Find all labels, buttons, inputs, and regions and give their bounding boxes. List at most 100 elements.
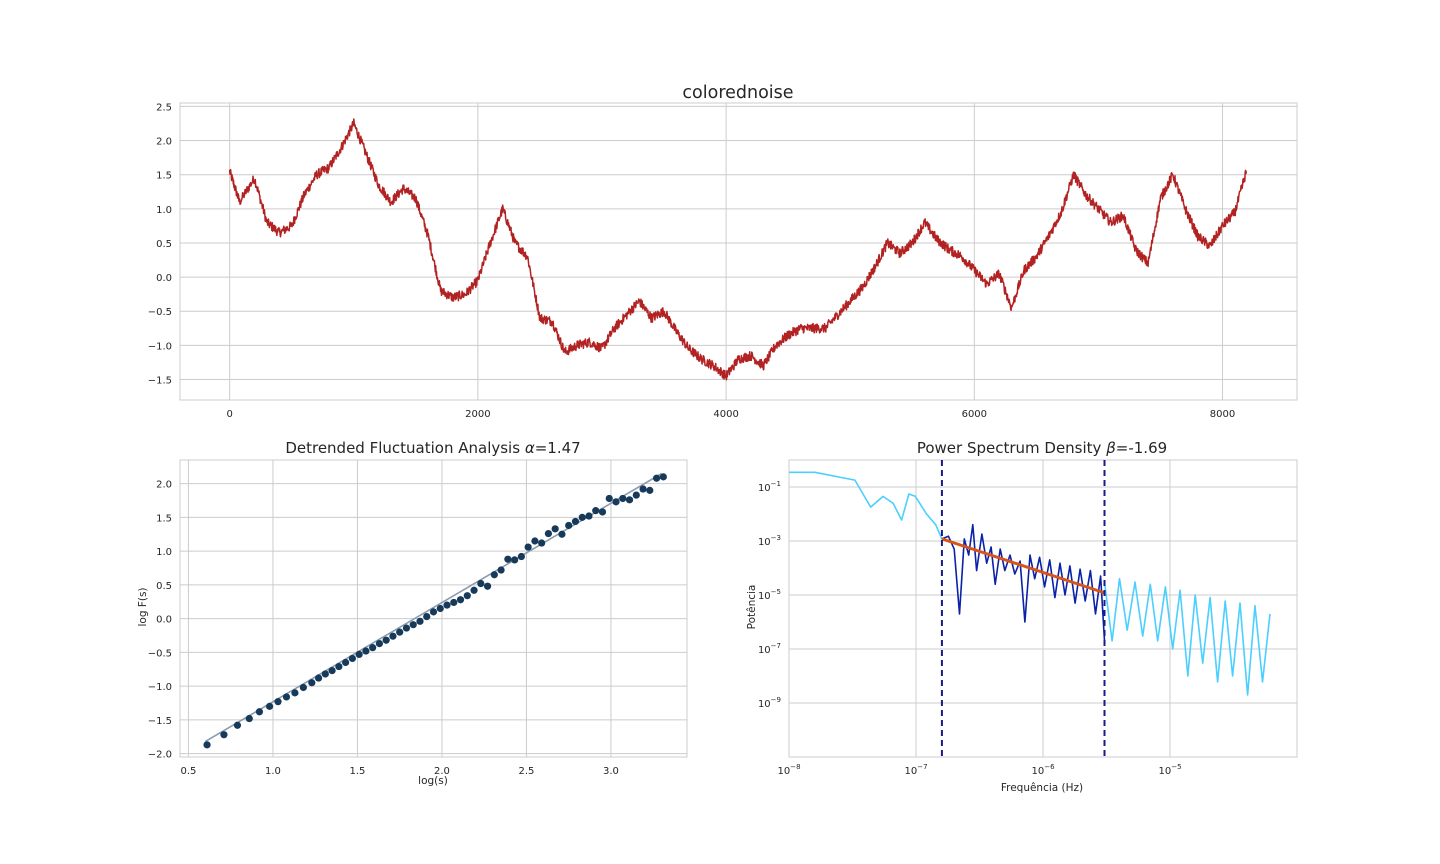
dfa-y-tick-label: −0.5 bbox=[148, 648, 172, 659]
dfa-x-axis-label: log(s) bbox=[418, 775, 448, 787]
dfa-point bbox=[443, 601, 451, 609]
time-series-x-tick-label: 8000 bbox=[1210, 409, 1235, 420]
psd-y-tick-exp: −5 bbox=[771, 588, 781, 596]
dfa-x-tick-label: 1.5 bbox=[349, 766, 365, 777]
psd-series-line bbox=[789, 471, 943, 540]
psd-marks bbox=[789, 460, 1271, 757]
psd-tick-labels: 10−8 10−7 10−6 10−510−910−710−510−310−1 bbox=[758, 480, 1182, 777]
psd-y-tick-exp: −1 bbox=[771, 480, 781, 488]
dfa-point bbox=[531, 537, 539, 545]
dfa-point bbox=[490, 571, 498, 579]
psd-y-tick-label: 10−7 bbox=[758, 642, 781, 656]
dfa-point bbox=[632, 491, 640, 499]
dfa-x-tick-label: 3.0 bbox=[603, 766, 619, 777]
dfa-x-tick-label: 2.0 bbox=[434, 766, 450, 777]
dfa-point bbox=[585, 512, 593, 520]
dfa-point bbox=[625, 496, 634, 504]
dfa-point bbox=[299, 683, 307, 692]
time-series-tick-labels: 0 2000 4000 6000 8000 −1.5 −1.0 −0.5 0.0 0.5 1.0 1.… bbox=[148, 102, 1236, 420]
psd-y-tick-exp: −3 bbox=[771, 534, 781, 542]
dfa-title-value: =1.47 bbox=[535, 439, 581, 457]
dfa-x-tick-label: 2.5 bbox=[518, 766, 534, 777]
psd-y-tick-base: 10 bbox=[758, 645, 771, 656]
dfa-point bbox=[646, 486, 654, 494]
time-series-y-tick-label: 0.0 bbox=[156, 273, 172, 284]
time-series-line bbox=[228, 118, 1248, 381]
dfa-point bbox=[511, 556, 519, 564]
time-series-title: colorednoise bbox=[682, 83, 793, 103]
dfa-x-tick-label: 0.5 bbox=[180, 766, 196, 777]
dfa-point bbox=[429, 608, 438, 616]
dfa-y-tick-label: 2.0 bbox=[156, 480, 172, 491]
psd-title: Power Spectrum Density β=-1.69 bbox=[917, 439, 1167, 457]
dfa-point bbox=[308, 679, 316, 687]
dfa-point bbox=[291, 689, 299, 697]
dfa-title-text: Detrended Fluctuation Analysis bbox=[285, 439, 524, 457]
dfa-point bbox=[456, 596, 465, 604]
psd-x-tick-exp: −6 bbox=[1044, 763, 1055, 771]
time-series-y-tick-label: 2.0 bbox=[156, 137, 172, 148]
dfa-point bbox=[416, 617, 424, 625]
dfa-point bbox=[274, 698, 282, 706]
psd-y-tick-base: 10 bbox=[758, 537, 771, 548]
dfa-point bbox=[375, 640, 384, 648]
dfa-chart: 0.5 1.0 1.5 2.0 2.5 3.0 −2.0 −1.5 −1.0 −0.5 0.0 0.5… bbox=[137, 439, 688, 787]
dfa-point bbox=[558, 530, 566, 538]
dfa-point bbox=[605, 494, 613, 503]
dfa-point bbox=[592, 507, 600, 515]
psd-series-line bbox=[941, 523, 1106, 641]
psd-y-axis-label: Potência bbox=[746, 585, 758, 630]
psd-y-tick-label: 10−3 bbox=[758, 534, 781, 548]
dfa-point bbox=[598, 508, 607, 516]
dfa-point bbox=[652, 474, 661, 482]
dfa-point bbox=[565, 521, 573, 530]
dfa-point bbox=[233, 721, 242, 729]
time-series-marks bbox=[228, 118, 1248, 381]
psd-y-tick-base: 10 bbox=[758, 699, 771, 710]
psd-x-tick-exp: −8 bbox=[790, 763, 800, 771]
dfa-title-symbol: α bbox=[525, 439, 535, 457]
time-series-x-tick-label: 2000 bbox=[465, 409, 490, 420]
psd-title-text: Power Spectrum Density bbox=[917, 439, 1106, 457]
dfa-point bbox=[483, 582, 492, 590]
dfa-point bbox=[265, 702, 274, 710]
psd-x-tick-label: 10−5 bbox=[1158, 763, 1181, 777]
dfa-point bbox=[245, 714, 253, 723]
dfa-point bbox=[255, 708, 264, 716]
psd-title-value: =-1.69 bbox=[1116, 439, 1167, 457]
psd-y-tick-label: 10−1 bbox=[758, 480, 781, 494]
time-series-x-tick-label: 4000 bbox=[713, 409, 738, 420]
time-series-chart: 0 2000 4000 6000 8000 −1.5 −1.0 −0.5 0.0 0.5 1.0 1.… bbox=[148, 83, 1298, 420]
psd-y-tick-base: 10 bbox=[758, 591, 771, 602]
psd-x-tick-base: 10 bbox=[1031, 766, 1044, 777]
psd-y-tick-exp: −7 bbox=[771, 642, 781, 650]
dfa-point bbox=[369, 644, 377, 652]
dfa-y-tick-label: 1.0 bbox=[156, 547, 172, 558]
psd-grid bbox=[788, 460, 1297, 757]
psd-x-tick-exp: −5 bbox=[1171, 763, 1181, 771]
dfa-point bbox=[619, 494, 627, 503]
psd-series-line bbox=[1103, 577, 1271, 696]
psd-title-symbol: β bbox=[1105, 439, 1116, 457]
psd-x-tick-label: 10−7 bbox=[904, 763, 927, 777]
dfa-title: Detrended Fluctuation Analysis α=1.47 bbox=[285, 439, 580, 457]
dfa-point bbox=[402, 624, 411, 632]
dfa-y-tick-label: −1.5 bbox=[148, 716, 172, 727]
dfa-point bbox=[220, 731, 228, 739]
dfa-point bbox=[497, 566, 505, 574]
dfa-point bbox=[314, 674, 323, 682]
psd-y-tick-exp: −9 bbox=[771, 696, 781, 704]
dfa-point bbox=[463, 592, 471, 600]
dfa-y-tick-label: 1.5 bbox=[156, 513, 172, 524]
psd-x-tick-exp: −7 bbox=[917, 763, 927, 771]
dfa-point bbox=[348, 654, 356, 663]
dfa-point bbox=[524, 543, 532, 551]
dfa-point bbox=[423, 613, 431, 621]
dfa-point bbox=[321, 670, 329, 678]
dfa-tick-labels: 0.5 1.0 1.5 2.0 2.5 3.0 −2.0 −1.5 −1.0 −0.5 0.0 0.5… bbox=[148, 480, 619, 777]
dfa-point bbox=[355, 650, 363, 659]
dfa-point bbox=[571, 517, 580, 526]
dfa-point bbox=[639, 485, 647, 493]
psd-y-tick-base: 10 bbox=[758, 483, 771, 494]
